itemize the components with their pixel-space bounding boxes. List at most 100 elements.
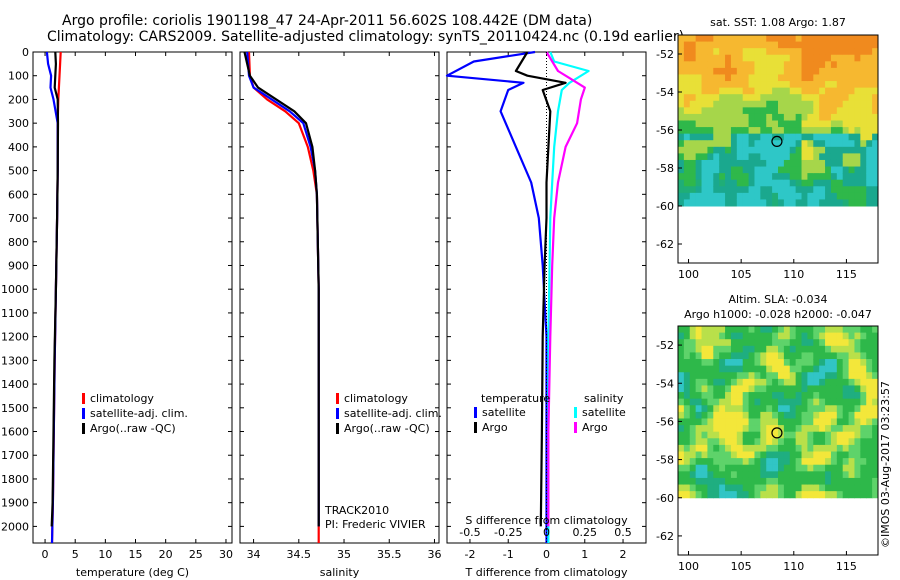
map-cell [830,332,838,340]
x-tick-label: 0 [543,548,550,561]
map-cell [854,166,861,174]
map-cell [683,484,691,492]
map-cell [772,100,779,108]
map-cell [848,41,855,49]
map-cell [801,345,808,353]
map-cell [689,67,697,75]
x-tick-label: -2 [464,548,475,561]
header-line-1: Argo profile: coriolis 1901198_47 24-Apr… [62,13,593,29]
legend-temperature-title: temperature [481,392,550,405]
map-cell [678,418,685,426]
map-cell [689,477,697,486]
map-cell [819,133,826,141]
map-cell [707,67,714,75]
map-cell [807,339,814,347]
map-cell [795,438,803,446]
map-cell [695,418,703,426]
map-cell [842,458,850,466]
map-cell [695,120,703,128]
map-cell [789,451,797,459]
map-cell [783,484,791,492]
map-cell [713,74,720,82]
map-cell [789,107,797,115]
map-cell [854,140,861,148]
map-cell [836,48,844,56]
map-cell [854,100,861,108]
map-cell [789,471,797,479]
map-cell [860,127,867,135]
map-cell [772,54,779,62]
map-cell [807,61,814,69]
map-cell [836,159,844,168]
map-cell [754,359,761,367]
map-cell [730,378,738,386]
map-cell [754,451,761,459]
map-cell [742,74,750,82]
x-axis-label: temperature (deg C) [76,566,189,579]
map-cell [825,326,832,334]
map-cell [783,372,791,380]
map-cell [842,107,850,115]
map-cell [778,464,785,472]
map-cell [683,127,691,135]
map-cell [866,94,873,102]
map-cell [801,61,808,69]
map-cell [678,140,685,148]
map-cell [766,100,773,108]
map-cell [736,451,744,459]
map-cell [830,199,838,207]
map-cell [778,61,785,69]
map-cell [872,35,879,43]
map-cell [730,339,738,347]
map-cell [742,100,750,108]
map-cell [848,94,855,102]
map-cell [760,120,767,128]
map-cell [848,444,855,453]
map-cell [819,464,826,472]
map-cell [748,146,755,154]
map-cell [772,458,779,466]
map-cell [819,471,826,479]
map-cell [795,199,803,207]
map-cell [766,484,773,492]
map-2-title-line-1: Altim. SLA: -0.034 [728,293,827,306]
map-cell [819,451,826,459]
map-cell [854,127,861,135]
map-cell [766,332,773,340]
map-cell [795,120,803,128]
map-cell [854,444,861,453]
map-cell [860,140,867,148]
map-cell [725,173,732,181]
map-cell [678,451,685,459]
map-cell [772,120,779,128]
map-cell [772,359,779,367]
y-tick-label: 1600 [1,426,29,439]
map-cell [819,146,826,154]
map-cell [695,464,703,472]
map-cell [783,458,791,466]
map-cell [836,61,844,69]
map-cell [760,74,767,82]
map-cell [760,173,767,181]
map-cell [772,405,779,413]
map-cell [742,173,750,181]
map-cell [725,35,732,43]
map-cell [754,179,761,187]
map-cell [783,61,791,69]
map-cell [678,159,685,168]
map-cell [754,140,761,148]
map-cell [748,120,755,128]
map-cell [819,166,826,174]
map-cell [736,411,744,419]
map-cell [683,133,691,141]
map-cell [760,107,767,115]
map-cell [695,74,703,82]
map-cell [778,398,785,406]
map-cell [754,166,761,174]
map-cell [772,392,779,400]
map-cell [772,352,779,360]
map-cell [713,146,720,154]
map-cell [783,127,791,135]
map-cell [813,471,820,479]
map-cell [830,444,838,453]
